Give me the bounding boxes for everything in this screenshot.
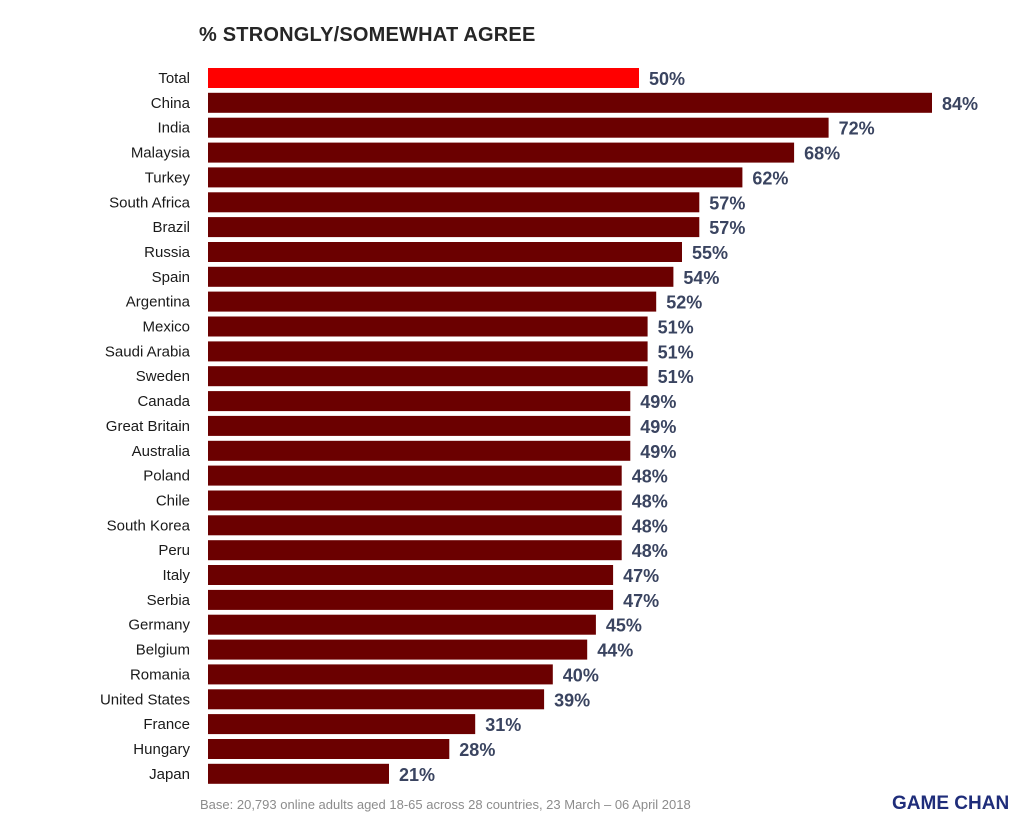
category-label-france: France xyxy=(143,716,190,733)
bar-china xyxy=(208,92,932,113)
value-label-hungary: 28% xyxy=(459,740,495,760)
value-label-russia: 55% xyxy=(692,243,728,263)
category-label-total: Total xyxy=(158,70,190,87)
bar-hungary xyxy=(208,739,450,759)
bar-belgium xyxy=(208,639,588,660)
bar-south-africa xyxy=(208,192,700,213)
value-label-japan: 21% xyxy=(399,765,435,785)
category-label-south-korea: South Korea xyxy=(107,517,191,534)
value-label-united-states: 39% xyxy=(554,690,590,710)
value-label-canada: 49% xyxy=(640,392,676,412)
bar-japan xyxy=(208,763,389,784)
value-label-china: 84% xyxy=(942,94,978,114)
bars-group xyxy=(208,68,932,784)
bar-chile xyxy=(208,490,622,511)
category-label-canada: Canada xyxy=(137,393,190,410)
category-label-brazil: Brazil xyxy=(152,219,190,236)
category-label-saudi-arabia: Saudi Arabia xyxy=(105,343,191,360)
category-label-spain: Spain xyxy=(152,269,190,286)
category-label-serbia: Serbia xyxy=(147,592,191,609)
category-labels: Total China India Malaysia Turkey South Afric… xyxy=(100,70,191,783)
bar-turkey xyxy=(208,167,743,188)
value-label-mexico: 51% xyxy=(658,318,694,338)
bar-spain xyxy=(208,266,674,287)
bar-italy xyxy=(208,565,614,585)
category-label-malaysia: Malaysia xyxy=(131,145,191,162)
value-label-germany: 45% xyxy=(606,616,642,636)
bar-sweden xyxy=(208,366,648,387)
category-label-argentina: Argentina xyxy=(126,294,191,311)
bar-malaysia xyxy=(208,142,795,163)
bar-romania xyxy=(208,664,553,685)
value-label-argentina: 52% xyxy=(666,293,702,313)
value-label-south-korea: 48% xyxy=(632,516,668,536)
bar-peru xyxy=(208,540,622,561)
value-label-poland: 48% xyxy=(632,467,668,487)
category-label-united-states: United States xyxy=(100,691,190,708)
category-label-hungary: Hungary xyxy=(133,741,190,758)
category-label-poland: Poland xyxy=(143,468,190,485)
bar-france xyxy=(208,714,476,735)
bar-brazil xyxy=(208,217,700,238)
bar-germany xyxy=(208,614,596,635)
bar-poland xyxy=(208,465,622,486)
bar-mexico xyxy=(208,316,648,337)
category-label-india: India xyxy=(157,120,190,137)
category-label-belgium: Belgium xyxy=(136,642,190,659)
value-labels: 50% 84% 72% 68% 62% 57% 57% 55% 54% 52% 51% 51% 51% 4… xyxy=(399,69,978,785)
value-label-malaysia: 68% xyxy=(804,144,840,164)
category-label-sweden: Sweden xyxy=(136,368,190,385)
category-label-italy: Italy xyxy=(162,567,190,584)
chart-title: % STRONGLY/SOMEWHAT AGREE xyxy=(199,24,536,46)
footnote: Base: 20,793 online adults aged 18-65 ac… xyxy=(200,797,691,812)
category-label-germany: Germany xyxy=(128,617,190,634)
bar-south-korea xyxy=(208,515,622,536)
bar-argentina xyxy=(208,291,657,312)
category-label-south-africa: South Africa xyxy=(109,194,191,211)
category-label-australia: Australia xyxy=(132,443,191,460)
value-label-spain: 54% xyxy=(683,268,719,288)
bar-russia xyxy=(208,242,682,262)
value-label-saudi-arabia: 51% xyxy=(658,342,694,362)
bar-canada xyxy=(208,391,631,412)
value-label-chile: 48% xyxy=(632,492,668,512)
bar-chart: Total China India Malaysia Turkey South Afric… xyxy=(100,68,978,785)
value-label-brazil: 57% xyxy=(709,218,745,238)
value-label-india: 72% xyxy=(839,119,875,139)
bar-total xyxy=(208,68,639,88)
value-label-great-britain: 49% xyxy=(640,417,676,437)
category-label-mexico: Mexico xyxy=(142,319,190,336)
bar-great-britain xyxy=(208,415,631,436)
value-label-romania: 40% xyxy=(563,665,599,685)
value-label-south-africa: 57% xyxy=(709,193,745,213)
value-label-serbia: 47% xyxy=(623,591,659,611)
category-label-romania: Romania xyxy=(130,666,191,683)
bar-australia xyxy=(208,440,631,461)
bar-india xyxy=(208,117,829,138)
category-label-chile: Chile xyxy=(156,493,190,510)
category-label-great-britain: Great Britain xyxy=(106,418,190,435)
value-label-france: 31% xyxy=(485,715,521,735)
category-label-peru: Peru xyxy=(158,542,190,559)
value-label-australia: 49% xyxy=(640,442,676,462)
category-label-russia: Russia xyxy=(144,244,191,261)
value-label-belgium: 44% xyxy=(597,641,633,661)
value-label-peru: 48% xyxy=(632,541,668,561)
bar-united-states xyxy=(208,689,545,710)
category-label-turkey: Turkey xyxy=(145,169,191,186)
category-label-japan: Japan xyxy=(149,766,190,783)
brand-logo-text: GAME CHAN xyxy=(892,793,1010,814)
value-label-sweden: 51% xyxy=(658,367,694,387)
bar-saudi-arabia xyxy=(208,341,648,362)
bar-serbia xyxy=(208,589,614,610)
value-label-turkey: 62% xyxy=(752,168,788,188)
category-label-china: China xyxy=(151,95,191,112)
value-label-total: 50% xyxy=(649,69,685,89)
value-label-italy: 47% xyxy=(623,566,659,586)
